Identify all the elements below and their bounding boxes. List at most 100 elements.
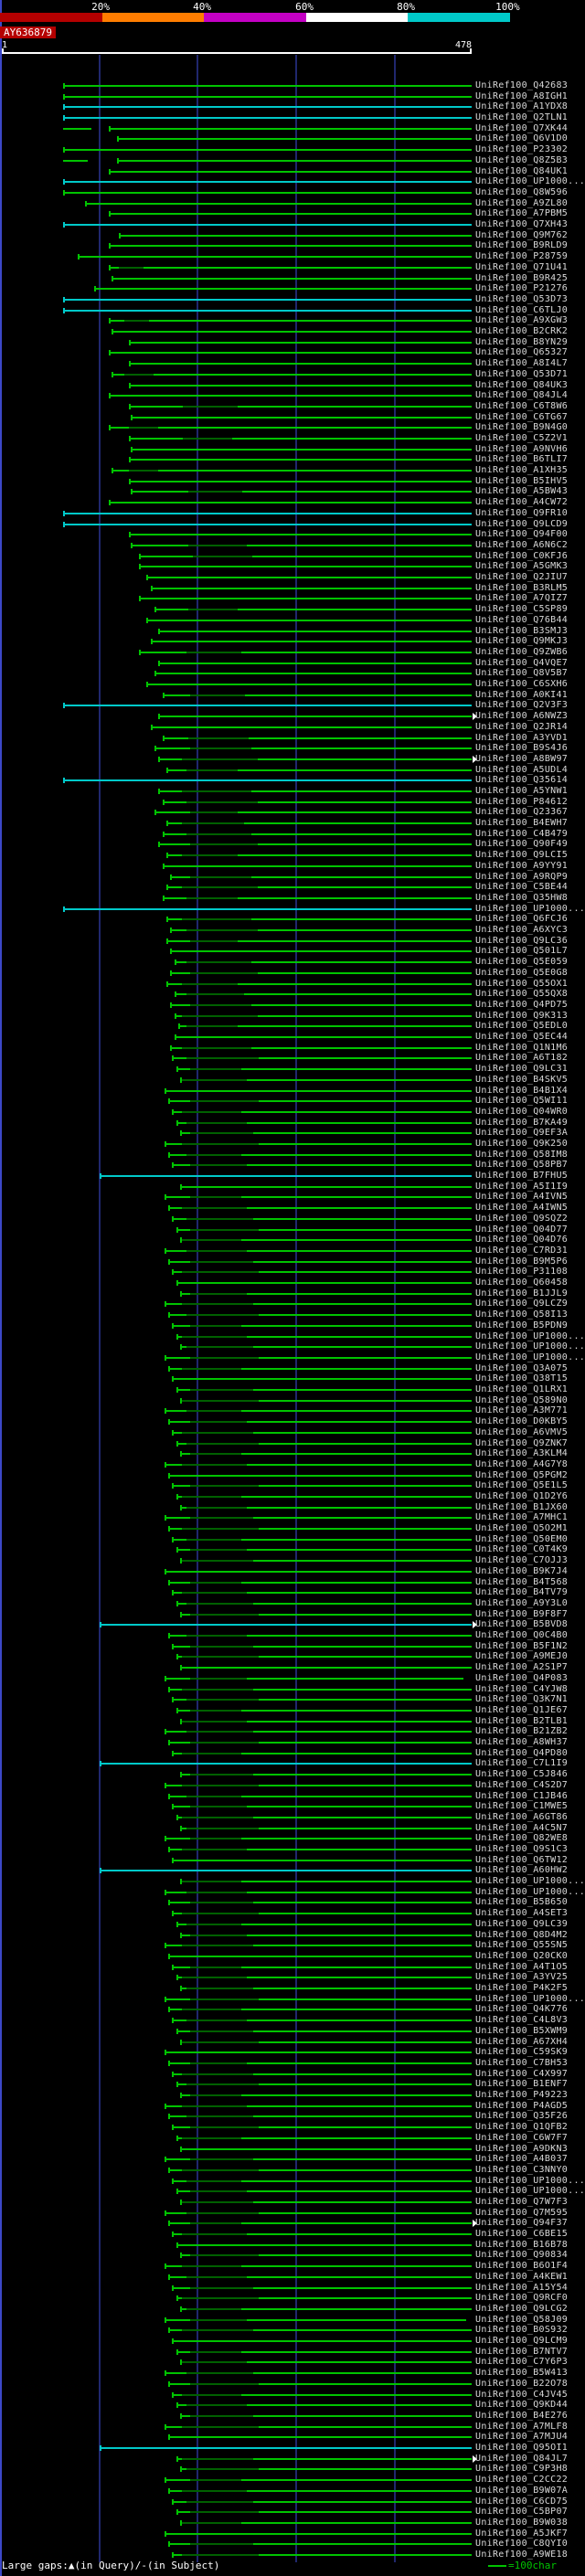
hit-row[interactable]: UniRef100_P23302 bbox=[0, 144, 585, 155]
hit-row[interactable]: UniRef100_B9M5P6 bbox=[0, 1256, 585, 1267]
hit-alignment-line[interactable] bbox=[109, 427, 472, 429]
hit-row[interactable]: UniRef100_C4X997 bbox=[0, 2069, 585, 2080]
hit-row[interactable]: UniRef100_B22O78 bbox=[0, 2379, 585, 2390]
hit-label[interactable]: UniRef100_Q71U41 bbox=[475, 261, 569, 272]
hit-row[interactable]: UniRef100_Q58J09 bbox=[0, 2315, 585, 2326]
hit-label[interactable]: UniRef100_A9RQP9 bbox=[475, 871, 569, 882]
hit-label[interactable]: UniRef100_Q9FR10 bbox=[475, 507, 569, 518]
hit-row[interactable]: UniRef100_UP1000... bbox=[0, 176, 585, 187]
hit-label[interactable]: UniRef100_C6T8W6 bbox=[475, 400, 569, 411]
hit-alignment-line[interactable] bbox=[172, 2340, 472, 2343]
hit-alignment-line[interactable] bbox=[164, 1570, 472, 1573]
hit-label[interactable]: UniRef100_Q9ZNK7 bbox=[475, 1437, 569, 1448]
hit-row[interactable]: UniRef100_A5I1I9 bbox=[0, 1182, 585, 1193]
hit-label[interactable]: UniRef100_Q58PB7 bbox=[475, 1160, 569, 1171]
hit-alignment-line[interactable] bbox=[164, 2479, 472, 2482]
hit-label[interactable]: UniRef100_Q0C4B0 bbox=[475, 1630, 569, 1641]
hit-label[interactable]: UniRef100_P84612 bbox=[475, 796, 569, 807]
hit-row[interactable]: UniRef100_A6GT86 bbox=[0, 1812, 585, 1823]
hit-row[interactable]: UniRef100_Q9LCI5 bbox=[0, 850, 585, 861]
hit-alignment-line[interactable] bbox=[177, 1025, 472, 1028]
hit-row[interactable]: UniRef100_Q84JL7 bbox=[0, 2454, 585, 2465]
hit-label[interactable]: UniRef100_A3M771 bbox=[475, 1405, 569, 1416]
hit-label[interactable]: UniRef100_B22O78 bbox=[475, 2378, 569, 2389]
hit-alignment-line[interactable] bbox=[164, 1463, 472, 1466]
hit-row[interactable]: UniRef100_Q9LC36 bbox=[0, 936, 585, 947]
hit-alignment-line[interactable] bbox=[176, 1709, 472, 1712]
hit-alignment-line[interactable] bbox=[109, 352, 472, 355]
hit-label[interactable]: UniRef100_Q5E059 bbox=[475, 957, 569, 968]
hit-alignment-line[interactable] bbox=[180, 2361, 472, 2364]
hit-row[interactable]: UniRef100_A6VMV5 bbox=[0, 1427, 585, 1438]
hit-label[interactable]: UniRef100_C5SP89 bbox=[475, 604, 569, 615]
hit-row[interactable]: UniRef100_Q9ZNK7 bbox=[0, 1438, 585, 1449]
hit-label[interactable]: UniRef100_Q90F49 bbox=[475, 839, 569, 850]
hit-alignment-line[interactable] bbox=[172, 1271, 472, 1274]
hit-label[interactable]: UniRef100_A7MJU4 bbox=[475, 2432, 569, 2443]
hit-row[interactable]: UniRef100_A5UDL4 bbox=[0, 765, 585, 776]
hit-alignment-line[interactable] bbox=[99, 1870, 472, 1872]
hit-row[interactable]: UniRef100_Q60458 bbox=[0, 1277, 585, 1288]
hit-row[interactable]: UniRef100_B6TLI7 bbox=[0, 454, 585, 465]
hit-row[interactable]: UniRef100_B1JJL9 bbox=[0, 1288, 585, 1299]
hit-row[interactable]: UniRef100_Q58PB7 bbox=[0, 1160, 585, 1171]
hit-alignment-line[interactable] bbox=[180, 1667, 472, 1670]
hit-row[interactable]: UniRef100_Q35614 bbox=[0, 775, 585, 786]
hit-label[interactable]: UniRef100_C5J846 bbox=[475, 1769, 569, 1780]
hit-label[interactable]: UniRef100_C1MWE5 bbox=[475, 1801, 569, 1812]
hit-alignment-line[interactable] bbox=[164, 1356, 472, 1359]
hit-label[interactable]: UniRef100_B3SMJ3 bbox=[475, 625, 569, 636]
hit-alignment-line[interactable] bbox=[62, 298, 472, 301]
hit-label[interactable]: UniRef100_B2CRK2 bbox=[475, 326, 569, 337]
hit-alignment-line[interactable] bbox=[176, 1496, 472, 1498]
hit-row[interactable]: UniRef100_B0S932 bbox=[0, 2325, 585, 2336]
hit-alignment-line[interactable] bbox=[176, 1602, 472, 1605]
hit-alignment-line[interactable] bbox=[164, 2051, 472, 2054]
hit-label[interactable]: UniRef100_Q2JR14 bbox=[475, 721, 569, 732]
hit-row[interactable]: UniRef100_Q5O2M1 bbox=[0, 1523, 585, 1534]
hit-label[interactable]: UniRef100_P4AGD5 bbox=[475, 2100, 569, 2111]
hit-alignment-line[interactable] bbox=[129, 438, 472, 440]
hit-row[interactable]: UniRef100_Q53D71 bbox=[0, 369, 585, 380]
hit-label[interactable]: UniRef100_A3KLM4 bbox=[475, 1448, 569, 1459]
hit-label[interactable]: UniRef100_Q35HW8 bbox=[475, 892, 569, 903]
hit-label[interactable]: UniRef100_B21ZB2 bbox=[475, 1726, 569, 1737]
hit-label[interactable]: UniRef100_C3NNY0 bbox=[475, 2164, 569, 2175]
hit-label[interactable]: UniRef100_C7Y6P3 bbox=[475, 2357, 569, 2368]
hit-alignment-line[interactable] bbox=[119, 234, 472, 237]
hit-label[interactable]: UniRef100_B1JJL9 bbox=[475, 1288, 569, 1299]
hit-alignment-line[interactable] bbox=[168, 2222, 472, 2225]
hit-row[interactable]: UniRef100_A4IVN5 bbox=[0, 1192, 585, 1203]
hit-alignment-line[interactable] bbox=[168, 2168, 472, 2171]
hit-row[interactable]: UniRef100_C59SK9 bbox=[0, 2047, 585, 2058]
hit-label[interactable]: UniRef100_Q7M595 bbox=[475, 2207, 569, 2218]
hit-row[interactable]: UniRef100_C4L8V3 bbox=[0, 2015, 585, 2026]
hit-label[interactable]: UniRef100_UP1000... bbox=[475, 1352, 585, 1362]
hit-row[interactable]: UniRef100_Q9RCF0 bbox=[0, 2293, 585, 2304]
hit-alignment-line[interactable] bbox=[164, 1677, 464, 1680]
hit-label[interactable]: UniRef100_Q8Z5B3 bbox=[475, 154, 569, 165]
hit-label[interactable]: UniRef100_Q5EDL0 bbox=[475, 1021, 569, 1032]
hit-alignment-line[interactable] bbox=[164, 1731, 472, 1733]
hit-label[interactable]: UniRef100_A4CW72 bbox=[475, 497, 569, 508]
hit-row[interactable]: UniRef100_Q82WE8 bbox=[0, 1833, 585, 1844]
hit-label[interactable]: UniRef100_Q20CK0 bbox=[475, 1950, 569, 1961]
hit-label[interactable]: UniRef100_Q76B44 bbox=[475, 614, 569, 625]
hit-alignment-line[interactable] bbox=[172, 1431, 472, 1434]
hit-label[interactable]: UniRef100_A9ZL80 bbox=[475, 197, 569, 208]
hit-alignment-line[interactable] bbox=[180, 1292, 472, 1295]
hit-row[interactable]: UniRef100_C4YJW8 bbox=[0, 1684, 585, 1695]
hit-label[interactable]: UniRef100_A9WE18 bbox=[475, 2549, 569, 2560]
hit-label[interactable]: UniRef100_B9M5P6 bbox=[475, 1256, 569, 1267]
hit-alignment-line[interactable] bbox=[176, 1389, 472, 1392]
hit-alignment-line[interactable] bbox=[62, 181, 472, 184]
hit-alignment-line[interactable] bbox=[176, 2457, 472, 2460]
hit-row[interactable]: UniRef100_B9S4J6 bbox=[0, 743, 585, 754]
hit-alignment-line[interactable] bbox=[176, 1282, 472, 1285]
hit-row[interactable]: UniRef100_B5XWM9 bbox=[0, 2026, 585, 2037]
hit-row[interactable]: UniRef100_Q9SQZ2 bbox=[0, 1214, 585, 1224]
hit-row[interactable]: UniRef100_A9NVH6 bbox=[0, 444, 585, 455]
hit-label[interactable]: UniRef100_A5YNW1 bbox=[475, 786, 569, 796]
hit-row[interactable]: UniRef100_B3RLM5 bbox=[0, 583, 585, 594]
hit-row[interactable]: UniRef100_Q5E1L5 bbox=[0, 1480, 585, 1491]
